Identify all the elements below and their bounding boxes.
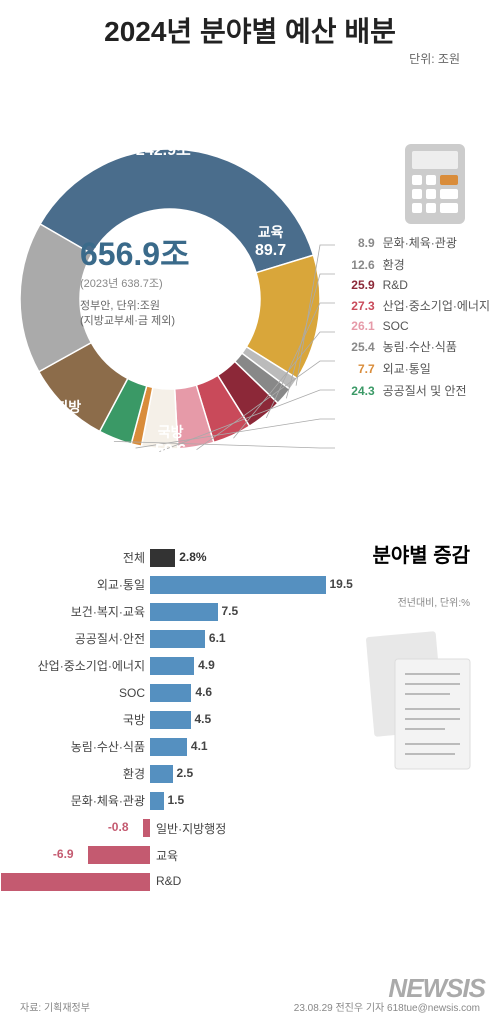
- bar-fill: [88, 846, 150, 864]
- bar-fill: [150, 711, 191, 729]
- arc-label: 교육89.7: [255, 224, 286, 260]
- calculator-icon: [400, 139, 470, 234]
- side-value: 26.1: [335, 319, 375, 333]
- bar-fill: [150, 657, 194, 675]
- side-value: 7.7: [335, 362, 375, 376]
- bar-fill: [150, 738, 187, 756]
- side-name: 농림·수산·식품: [383, 338, 457, 355]
- arc-label: 국방59.6: [155, 424, 186, 460]
- side-name: 문화·체육·관광: [383, 234, 457, 251]
- bar-row: 보건·복지·교육 7.5: [20, 598, 480, 625]
- credit-label: 23.08.29 전진우 기자 618tue@newsis.com: [294, 999, 480, 1014]
- barchart-section: 분야별 증감 전년대비, 단위:% 전체2.8%외교·통일19.5보건·복지·교…: [0, 544, 500, 895]
- side-value: 8.9: [335, 236, 375, 250]
- bar-track: 2.8%: [150, 549, 480, 567]
- bar-label: 보건·복지·교육: [20, 603, 150, 620]
- bar-label: 농림·수산·식품: [20, 738, 150, 755]
- bar-value: 2.8%: [179, 550, 206, 564]
- bar-value: 4.1: [191, 739, 208, 753]
- bar-label-right: 일반·지방행정: [156, 820, 226, 837]
- side-label-row: 25.9 R&D: [335, 278, 490, 292]
- side-name: R&D: [383, 278, 408, 292]
- side-name: 환경: [383, 256, 405, 273]
- side-name: 산업·중소기업·에너지: [383, 297, 490, 314]
- bar-value: 6.1: [209, 631, 226, 645]
- bar-label: 공공질서·안전: [20, 630, 150, 647]
- arc-label: 보건·복지·고용242.9조: [120, 124, 207, 160]
- bar-value: 4.5: [195, 712, 212, 726]
- bar-fill: [1, 873, 150, 891]
- bar-row: 환경 2.5: [20, 760, 480, 787]
- bar-fill: [150, 549, 175, 567]
- source-label: 자료: 기획재정부: [20, 1003, 90, 1014]
- bar-row: 일반·지방행정 -0.8: [20, 814, 480, 841]
- bar-track: 4.6: [150, 684, 480, 702]
- side-label-row: 7.7 외교·통일: [335, 360, 490, 377]
- bar-value: 19.5: [330, 577, 353, 591]
- side-label-row: 25.4 농림·수산·식품: [335, 338, 490, 355]
- footer: 자료: 기획재정부 23.08.29 전진우 기자 618tue@newsis.…: [20, 999, 480, 1014]
- side-value: 12.6: [335, 258, 375, 272]
- bar-track: 교육-6.9: [150, 846, 480, 864]
- donut-chart-section: 656.9조 (2023년 638.7조) 정부안, 단위:조원 (지방교부세·…: [0, 69, 500, 539]
- bar-fill: [150, 576, 326, 594]
- bar-row: 문화·체육·관광 1.5: [20, 787, 480, 814]
- bar-fill: [150, 792, 164, 810]
- bar-value: -0.8: [108, 820, 129, 834]
- bar-row: R&D-16.6: [20, 868, 480, 895]
- bar-fill: [150, 603, 218, 621]
- bar-track: 4.1: [150, 738, 480, 756]
- bar-label: SOC: [20, 686, 150, 700]
- side-value: 24.3: [335, 384, 375, 398]
- arc-label: 일반·지방행정111.3: [25, 399, 81, 452]
- bar-label-right: 교육: [156, 847, 178, 864]
- bar-value: 4.6: [195, 685, 212, 699]
- bar-value: 4.9: [198, 658, 215, 672]
- side-value: 25.9: [335, 278, 375, 292]
- bar-value: 2.5: [177, 766, 194, 780]
- bar-label: 환경: [20, 765, 150, 782]
- bar-value: -6.9: [53, 847, 74, 861]
- bar-value: 1.5: [168, 793, 185, 807]
- total-value: 656.9조: [80, 229, 260, 275]
- side-name: 외교·통일: [383, 360, 431, 377]
- side-label-row: 26.1 SOC: [335, 319, 490, 333]
- bar-fill: [150, 684, 191, 702]
- bar-fill: [143, 819, 150, 837]
- side-name: 공공질서 및 안전: [383, 382, 467, 399]
- bar-label: 국방: [20, 711, 150, 728]
- side-label-row: 8.9 문화·체육·관광: [335, 234, 490, 251]
- side-label-row: 24.3 공공질서 및 안전: [335, 382, 490, 399]
- unit-label: 단위: 조원: [0, 50, 500, 67]
- side-labels-container: 8.9문화·체육·관광12.6환경25.9R&D27.3산업·중소기업·에너지2…: [335, 229, 490, 404]
- header: 2024년 분야별 예산 배분 단위: 조원: [0, 0, 500, 69]
- side-label-row: 27.3 산업·중소기업·에너지: [335, 297, 490, 314]
- bar-track: 1.5: [150, 792, 480, 810]
- bar-track: 4.9: [150, 657, 480, 675]
- bar-label: 산업·중소기업·에너지: [20, 657, 150, 674]
- prev-year: (2023년 638.7조): [80, 275, 260, 291]
- bar-label: 전체: [20, 549, 150, 566]
- sub-note: 정부안, 단위:조원 (지방교부세·금 제외): [80, 299, 260, 330]
- bar-track: 4.5: [150, 711, 480, 729]
- bar-track: R&D-16.6: [150, 873, 480, 891]
- bar-track: 19.5: [150, 576, 480, 594]
- bar-value: 7.5: [222, 604, 239, 618]
- page-title: 2024년 분야별 예산 배분: [0, 10, 500, 50]
- bar-label-right: R&D: [156, 874, 181, 888]
- bar-track: 6.1: [150, 630, 480, 648]
- bar-fill: [150, 630, 205, 648]
- side-label-row: 12.6 환경: [335, 256, 490, 273]
- bar-label: 문화·체육·관광: [20, 792, 150, 809]
- bar-track: 2.5: [150, 765, 480, 783]
- bar-row: 교육 -6.9: [20, 841, 480, 868]
- donut-center-label: 656.9조 (2023년 638.7조) 정부안, 단위:조원 (지방교부세·…: [80, 229, 260, 330]
- bar-label: 외교·통일: [20, 576, 150, 593]
- side-value: 27.3: [335, 299, 375, 313]
- side-name: SOC: [383, 319, 409, 333]
- bar-track: 일반·지방행정-0.8: [150, 819, 480, 837]
- bar-track: 7.5: [150, 603, 480, 621]
- bar-fill: [150, 765, 173, 783]
- side-value: 25.4: [335, 340, 375, 354]
